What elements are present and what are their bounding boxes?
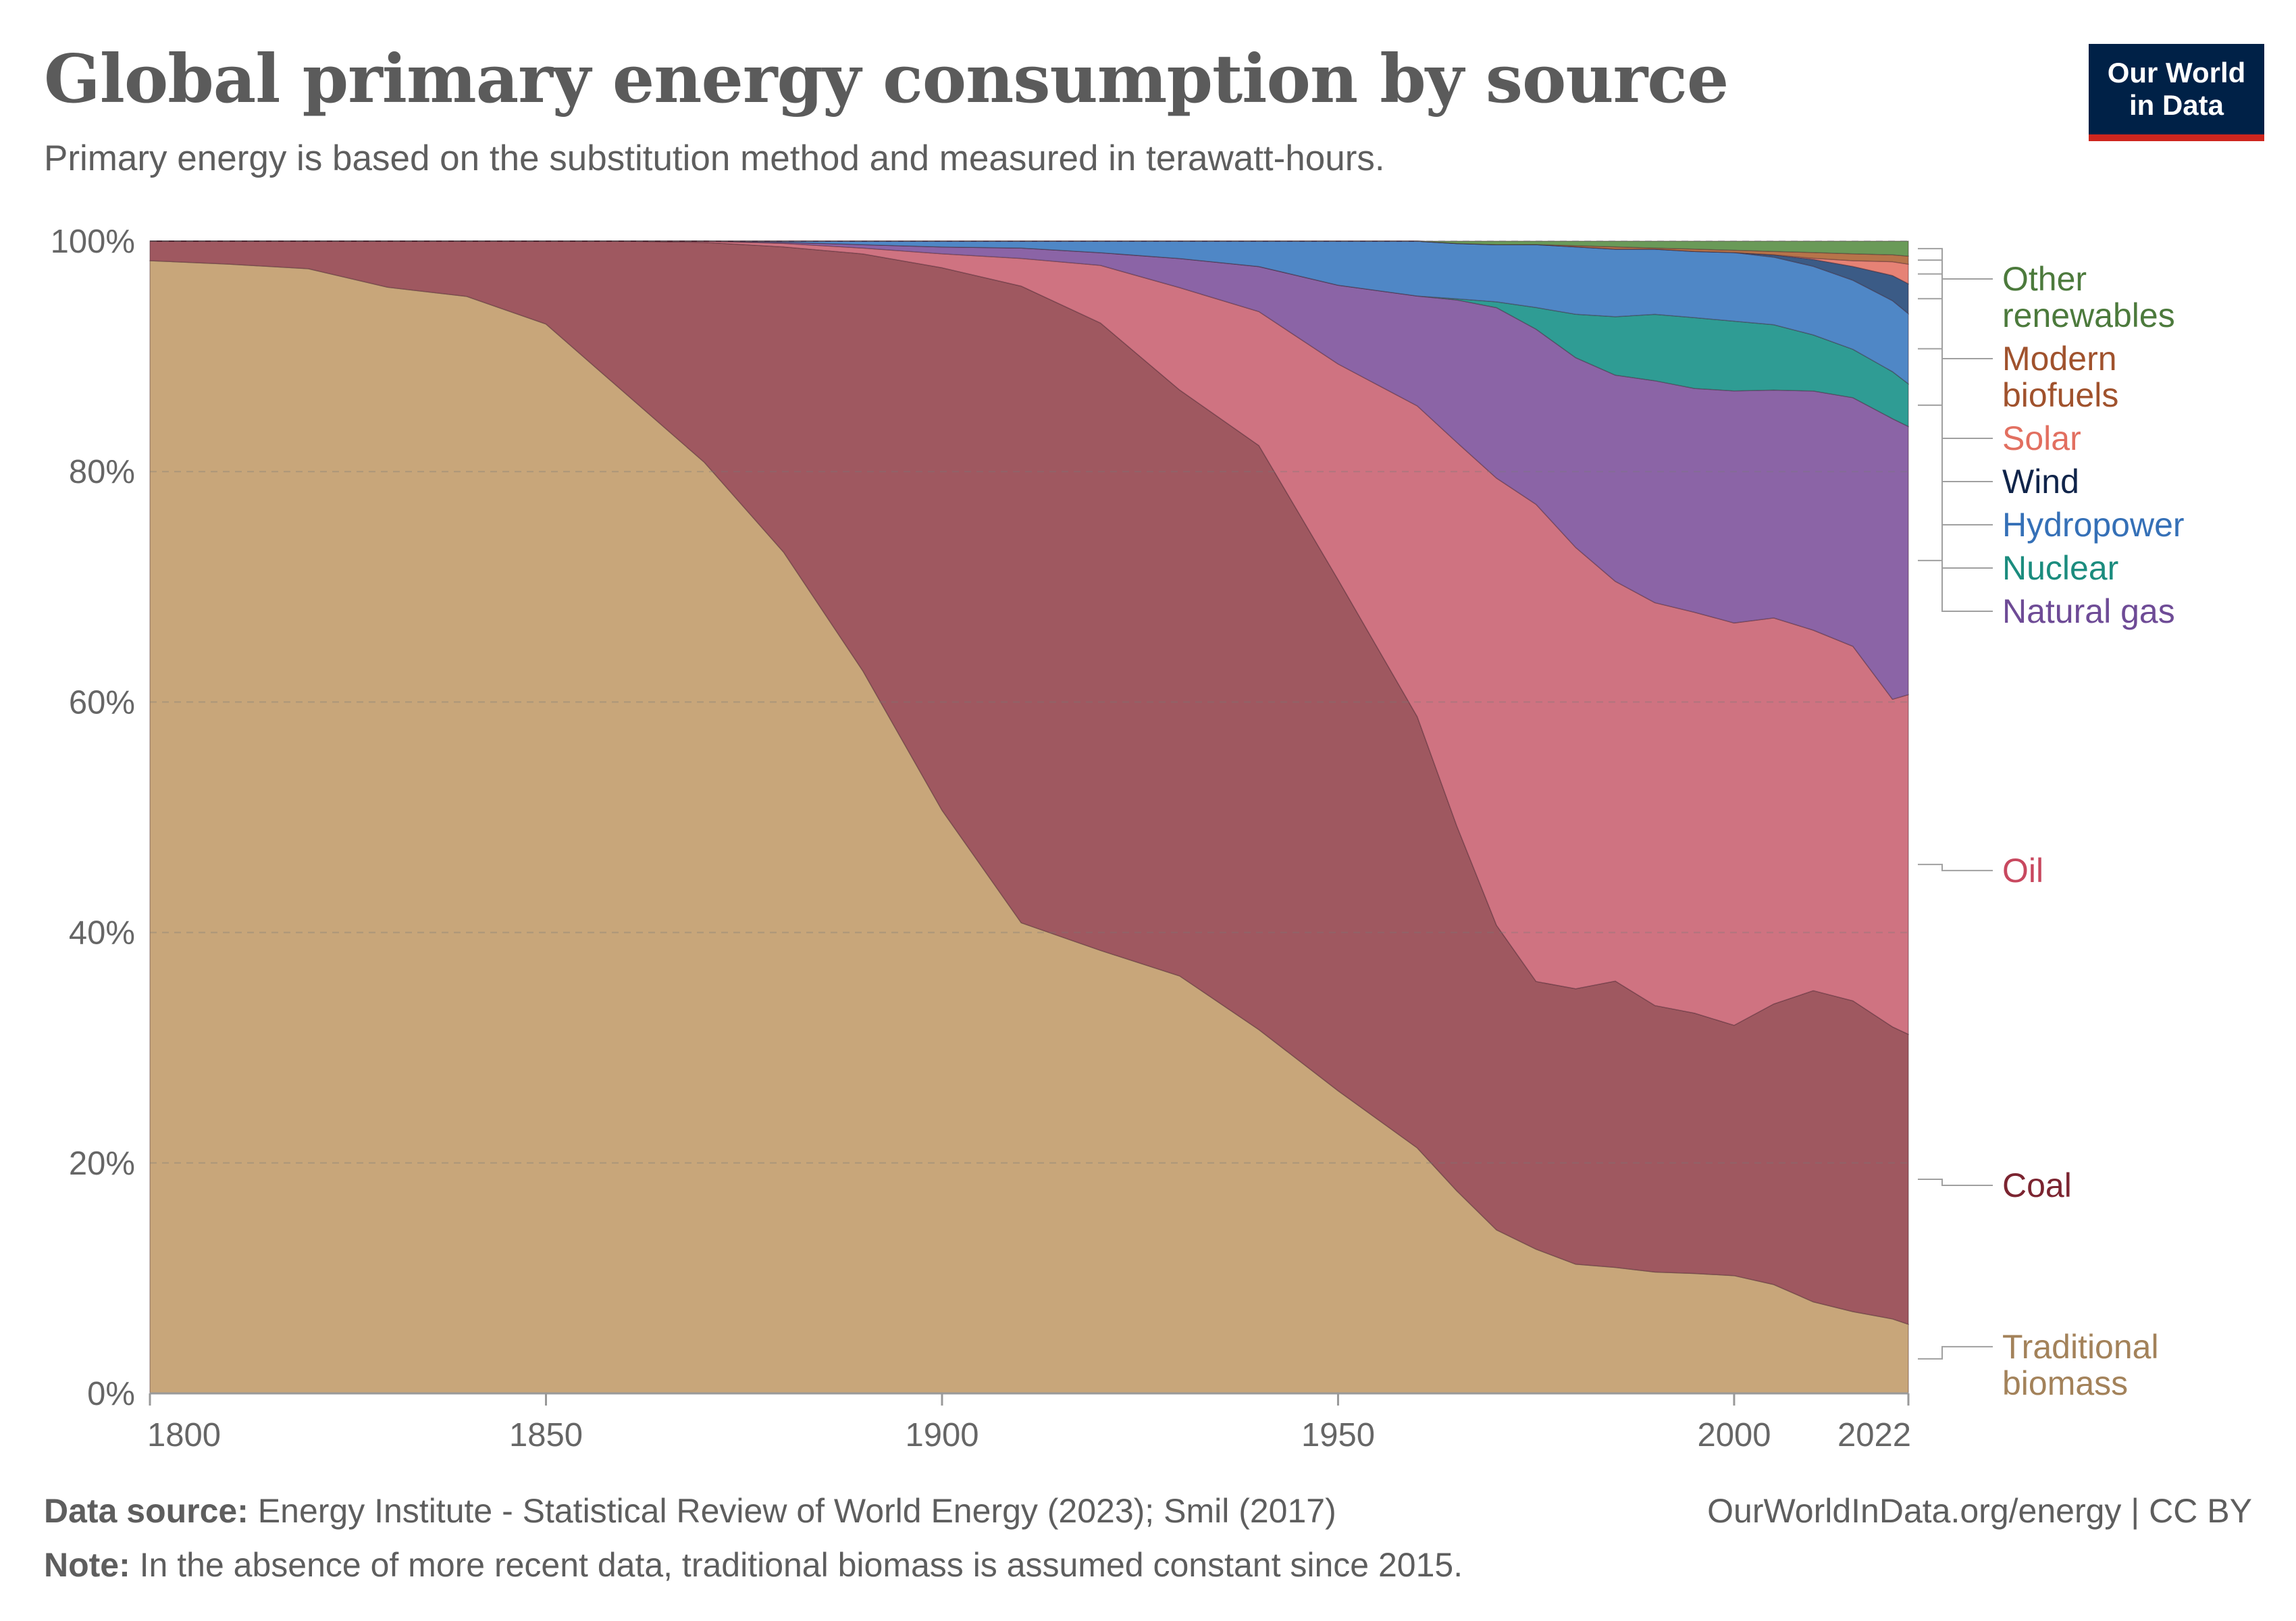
leader-line [1918, 1345, 1993, 1360]
label-wind[interactable]: Wind [1918, 298, 2079, 500]
label-traditional-biomass[interactable]: Traditional biomass [1918, 1328, 2159, 1402]
label-natural-gas[interactable]: Natural gas [1918, 559, 2175, 630]
credit-link[interactable]: OurWorldInData.org/energy | CC BY [1707, 1492, 2252, 1530]
series-label-text: Coal [2002, 1166, 2072, 1204]
series-label-text: Nuclear [2002, 549, 2118, 587]
note-label: Note: [44, 1546, 130, 1584]
footer: Data source: Energy Institute - Statisti… [44, 1491, 2252, 1599]
logo-line-2: in Data [2129, 89, 2224, 121]
label-coal[interactable]: Coal [1918, 1166, 2072, 1204]
gridlines [150, 240, 1908, 1164]
area-wind[interactable] [150, 240, 1909, 315]
chart-title: Global primary energy consumption by sou… [44, 41, 1729, 118]
x-tick-label: 1850 [509, 1417, 583, 1453]
y-tick-label: 100% [51, 224, 135, 260]
series-label-text: Other renewables [2002, 260, 2175, 334]
area-oil[interactable] [150, 240, 1909, 1035]
series-label-text: Solar [2002, 419, 2081, 457]
footer-source-row: Data source: Energy Institute - Statisti… [44, 1491, 2252, 1545]
y-axis: 0% 20% 40% 60% 80% 100% [51, 224, 135, 1412]
label-nuclear[interactable]: Nuclear [1918, 404, 2118, 587]
area-hydropower[interactable] [150, 240, 1909, 385]
source-label: Data source: [44, 1492, 249, 1530]
y-tick-label: 0% [87, 1376, 135, 1412]
leader-line [1918, 259, 1993, 359]
area-other-renewables[interactable] [150, 240, 1909, 257]
y-tick-label: 80% [69, 454, 135, 490]
source-text: Energy Institute - Statistical Review of… [248, 1492, 1336, 1530]
area-modern-biofuels[interactable] [150, 240, 1909, 265]
leader-line [1918, 348, 1993, 525]
y-tick-label: 20% [69, 1146, 135, 1182]
series-label-text: Natural gas [2002, 592, 2175, 630]
leader-line [1918, 863, 1993, 871]
label-hydropower[interactable]: Hydropower [1918, 348, 2185, 544]
leader-line [1918, 1179, 1993, 1186]
series-label-text: Oil [2002, 852, 2043, 890]
label-solar[interactable]: Solar [1918, 273, 2081, 457]
leader-line [1918, 559, 1993, 612]
area-layers [149, 240, 1909, 1394]
x-tick-label: 1800 [147, 1417, 221, 1453]
series-label-text: Modern biofuels [2002, 340, 2118, 414]
leader-line [1918, 298, 1993, 482]
label-other-renewables[interactable]: Other renewables [1918, 248, 2175, 334]
series-label-text: Hydropower [2002, 506, 2185, 544]
chart-subtitle: Primary energy is based on the substitut… [44, 138, 1385, 178]
label-modern-biofuels[interactable]: Modern biofuels [1918, 259, 2118, 414]
y-tick-label: 60% [69, 684, 135, 721]
series-label-text: Wind [2002, 463, 2079, 500]
owid-logo[interactable]: Our World in Data [2089, 44, 2264, 141]
note-text: In the absence of more recent data, trad… [130, 1546, 1463, 1584]
x-tick-label: 2000 [1697, 1417, 1771, 1453]
x-axis: 1800 1850 1900 1950 2000 2022 [147, 1392, 1911, 1453]
y-tick-label: 40% [69, 915, 135, 952]
logo-line-1: Our World [2107, 57, 2246, 88]
x-tick-label: 2022 [1837, 1417, 1911, 1453]
area-solar[interactable] [150, 240, 1909, 285]
leader-line [1918, 404, 1993, 569]
x-tick-label: 1950 [1301, 1417, 1375, 1453]
x-tick-label: 1900 [905, 1417, 979, 1453]
footer-note-row: Note: In the absence of more recent data… [44, 1545, 2252, 1599]
label-oil[interactable]: Oil [1918, 852, 2043, 890]
series-label-text: Traditional biomass [2002, 1328, 2159, 1402]
